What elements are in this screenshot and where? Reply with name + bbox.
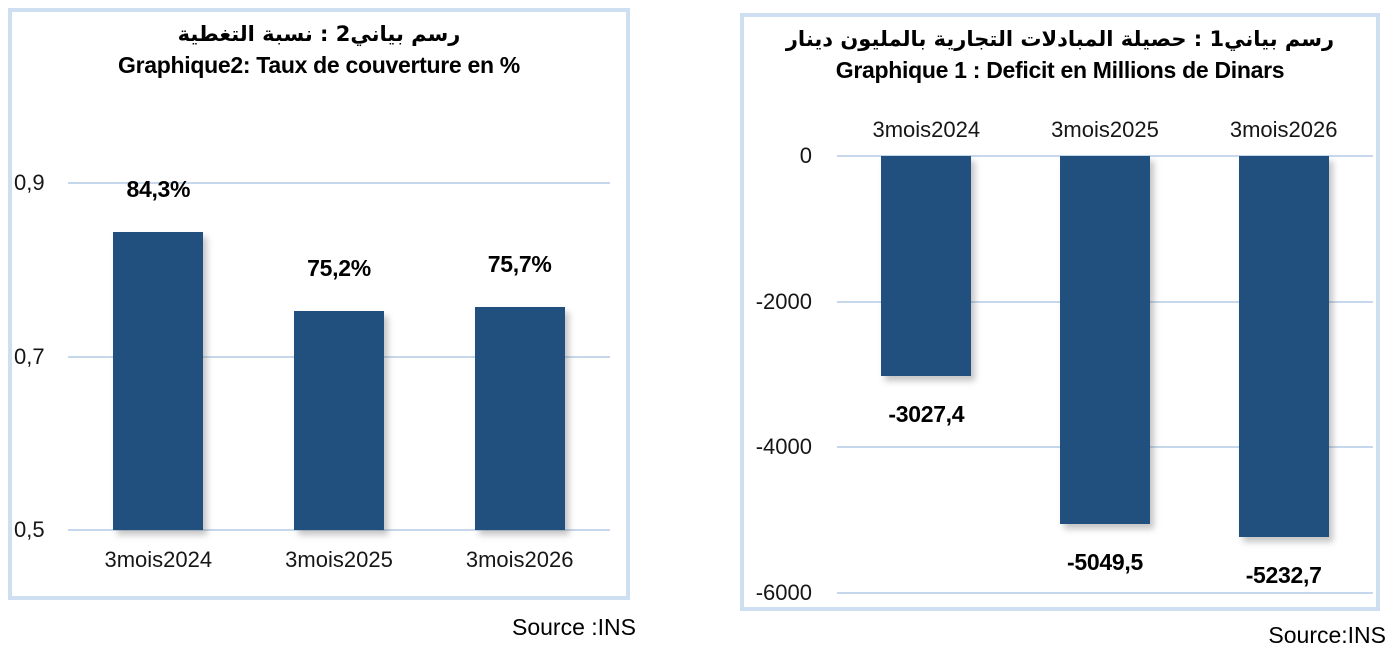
deficit-chart-title-french: Graphique 1 : Deficit en Millions de Din… xyxy=(835,57,1285,83)
gridline xyxy=(68,529,610,531)
x-category-label: 3mois2025 xyxy=(1051,117,1159,142)
coverage-chart-title-block: رسم بياني2 : نسبة التغطية Graphique2: Ta… xyxy=(12,18,626,81)
y-axis-tick-label: -4000 xyxy=(755,434,812,460)
y-axis-tick-label: 0 xyxy=(799,143,812,168)
coverage-rate-chart-panel: رسم بياني2 : نسبة التغطية Graphique2: Ta… xyxy=(8,8,630,600)
y-axis-tick-label: 0,5 xyxy=(14,517,45,542)
bar-3mois2024 xyxy=(881,156,972,377)
x-category-label: 3mois2026 xyxy=(465,547,574,572)
y-axis-tick-label: -2000 xyxy=(755,288,812,314)
bar-3mois2026 xyxy=(1238,156,1329,538)
coverage-chart-source: Source :INS xyxy=(512,614,636,640)
bar-3mois2024 xyxy=(113,232,204,530)
y-axis-tick-label: 0,7 xyxy=(14,343,45,369)
deficit-chart-source: Source:INS xyxy=(1268,622,1386,648)
deficit-chart-plot-area: 0 -2000 -4000 -6000 3mois2024 -3027,4 3mois202… xyxy=(744,17,1376,607)
y-axis-tick-label: 0,9 xyxy=(14,170,45,195)
bar-value-label: -5049,5 xyxy=(1067,548,1143,575)
bar-3mois2025 xyxy=(294,311,384,530)
bar-value-label: -3027,4 xyxy=(888,401,965,428)
bar-value-label: 75,2% xyxy=(307,255,371,282)
bar-value-label: 84,3% xyxy=(126,176,191,203)
bar-3mois2026 xyxy=(474,307,565,530)
bar-value-label: 75,7% xyxy=(487,251,552,278)
deficit-chart-title-arabic: رسم بياني1 : حصيلة المبادلات التجارية با… xyxy=(785,27,1335,51)
x-category-label: 3mois2024 xyxy=(104,547,213,572)
gridline xyxy=(68,182,610,184)
bar-3mois2025 xyxy=(1060,156,1150,524)
x-category-label: 3mois2025 xyxy=(285,547,393,572)
coverage-chart-plot-area: 0,9 0,7 0,5 3mois2024 84,3% 3mois2025 75,2% 3mo… xyxy=(12,12,626,596)
deficit-chart-title-block: رسم بياني1 : حصيلة المبادلات التجارية با… xyxy=(744,23,1376,86)
coverage-chart-title-arabic: رسم بياني2 : نسبة التغطية xyxy=(177,22,461,46)
coverage-chart-title-french: Graphique2: Taux de couverture en % xyxy=(118,52,520,78)
deficit-chart-panel: رسم بياني1 : حصيلة المبادلات التجارية با… xyxy=(740,13,1380,611)
x-category-label: 3mois2026 xyxy=(1229,117,1338,142)
y-axis-tick-label: -6000 xyxy=(755,580,812,605)
gridline xyxy=(837,592,1373,594)
bar-value-label: -5232,7 xyxy=(1245,562,1322,589)
x-category-label: 3mois2024 xyxy=(872,117,981,142)
